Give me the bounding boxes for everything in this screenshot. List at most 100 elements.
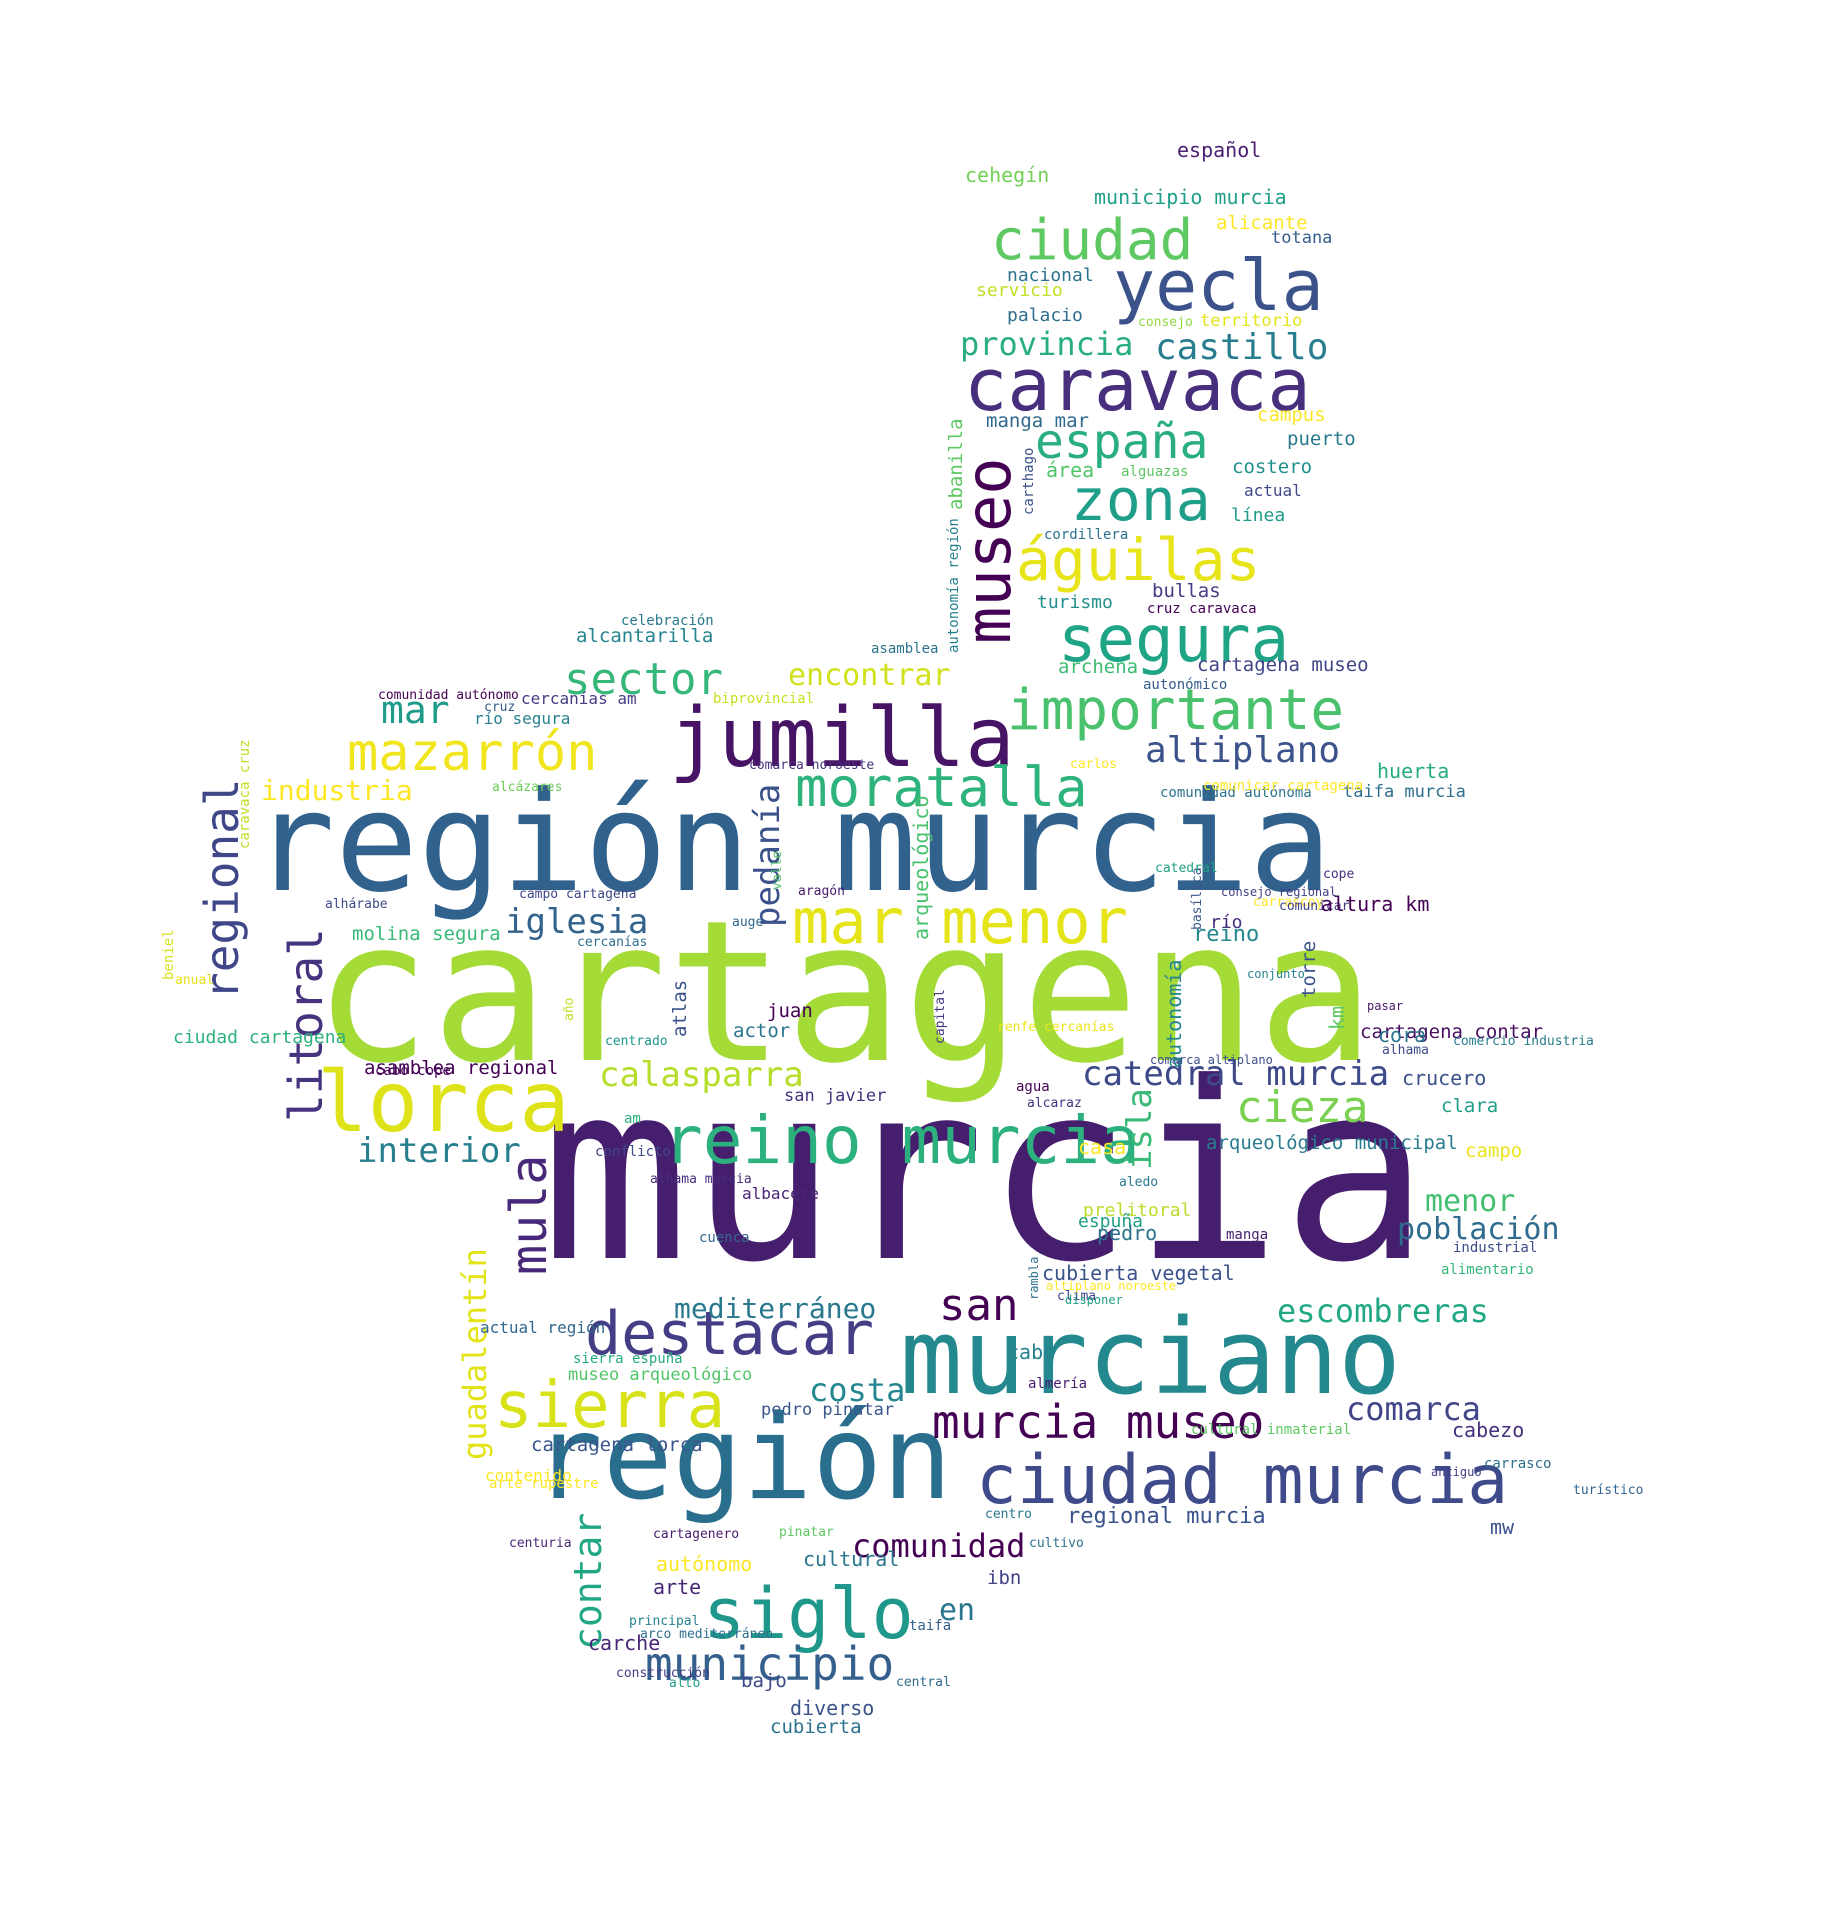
- word-interior: interior: [357, 1131, 521, 1171]
- word-museo: museo: [952, 457, 1025, 644]
- word-mula: mula: [500, 1155, 558, 1275]
- word-caravaca: caravaca: [964, 343, 1311, 427]
- word-diverso: diverso: [790, 1696, 874, 1720]
- word-agua: agua: [1016, 1079, 1050, 1095]
- word-ciudad: ciudad: [991, 208, 1193, 273]
- word-ibn: ibn: [987, 1567, 1021, 1589]
- word-arqueologico-municipal: arqueológico municipal: [1206, 1132, 1458, 1154]
- word-turismo: turismo: [1037, 592, 1113, 613]
- word-prelitoral: prelitoral: [1083, 1200, 1191, 1221]
- word-celebracion: celebración: [621, 613, 714, 629]
- word-autonomia-region: autonomía región: [946, 518, 962, 653]
- word-pedro: pedro: [1097, 1221, 1157, 1245]
- word-cartagena: cartagena: [313, 879, 1375, 1107]
- word-almeria: almería: [1028, 1376, 1087, 1392]
- word-comunidad: comunidad: [852, 1527, 1025, 1565]
- word-palacio: palacio: [1007, 305, 1083, 326]
- word-carthago: carthago: [1021, 448, 1037, 515]
- word-abanilla: abanilla: [945, 418, 967, 510]
- word-ciudad-cartagena: ciudad cartagena: [173, 1027, 346, 1048]
- word-atlas: atlas: [669, 980, 691, 1037]
- word-asamblea-regional: asamblea regional: [364, 1057, 558, 1079]
- word-importante: importante: [1007, 678, 1344, 743]
- word-consejo-regional: consejo regional: [1221, 885, 1337, 899]
- word-mar-menor: mar menor: [792, 885, 1128, 958]
- word-auge: auge: [732, 915, 763, 930]
- word-alcaraz: alcaraz: [1027, 1096, 1082, 1111]
- word-espanol: español: [1177, 138, 1261, 162]
- word-ano: año: [562, 998, 577, 1021]
- word-mediterraneo: mediterráneo: [674, 1292, 876, 1325]
- word-torre: torre: [1298, 941, 1320, 998]
- word-calasparra: calasparra: [599, 1055, 804, 1095]
- word-mw: mw: [1490, 1515, 1515, 1539]
- word-cruz: cruz: [484, 700, 515, 715]
- word-murcia-museo: murcia museo: [932, 1395, 1264, 1449]
- word-linea: línea: [1231, 505, 1285, 526]
- word-sierra-espuna: sierra espuña: [573, 1351, 683, 1367]
- word-autonomo: autónomo: [656, 1552, 752, 1576]
- word-aragon: aragón: [798, 884, 845, 899]
- word-ciudad-murcia: ciudad murcia: [976, 1441, 1508, 1520]
- word-rambla: rambla: [1027, 1257, 1041, 1300]
- word-actor: actor: [733, 1020, 790, 1042]
- word-region-murcia: región murcia: [252, 762, 1332, 923]
- word-catedral: catedral: [1155, 861, 1218, 876]
- word-comarca: comarca: [1346, 1390, 1481, 1428]
- word-en: en: [939, 1593, 975, 1628]
- word-provincia: provincia: [960, 325, 1133, 363]
- word-comunidad-autonomo: comunidad autónomo: [378, 688, 519, 703]
- word-molina-segura: molina segura: [352, 923, 501, 945]
- word-crucero: crucero: [1402, 1066, 1486, 1090]
- word-alto: alto: [669, 1676, 700, 1691]
- word-centrado: centrado: [605, 1034, 668, 1049]
- word-basilica: basílica: [1190, 867, 1205, 930]
- word-sierra: sierra: [494, 1369, 725, 1443]
- word-costa: costa: [809, 1371, 905, 1409]
- word-cabo: cabo: [1007, 1340, 1055, 1364]
- word-regional-murcia: regional murcia: [1067, 1504, 1266, 1529]
- word-principal: principal: [629, 1614, 699, 1629]
- word-valle: valle: [770, 851, 785, 890]
- word-conjunto: conjunto: [1247, 967, 1305, 981]
- word-alicante: alicante: [1216, 212, 1308, 234]
- word-central: central: [896, 1675, 951, 1690]
- word-murciano: murciano: [900, 1296, 1401, 1418]
- word-reino-murcia: reino murcia: [663, 1102, 1140, 1179]
- word-altiplano-noroeste: altiplano noroeste: [1046, 1279, 1176, 1293]
- word-region: región: [533, 1391, 952, 1526]
- word-capital: capital: [933, 989, 948, 1044]
- word-antiguo: antiguo: [1431, 1465, 1482, 1479]
- word-rio: río: [1210, 912, 1243, 933]
- word-aguilas: águilas: [1016, 526, 1260, 594]
- word-espuna: espuña: [1078, 1211, 1143, 1232]
- word-alcantarilla: alcantarilla: [576, 625, 713, 647]
- word-contenido: contenido: [485, 1466, 572, 1485]
- word-alharabe: alhárabe: [325, 897, 388, 912]
- word-renfe-cercanias: renfe cercanías: [997, 1020, 1114, 1035]
- word-cora: cora: [1378, 1023, 1426, 1047]
- word-albacete: albacete: [742, 1184, 819, 1203]
- word-cartagenero: cartagenero: [653, 1527, 739, 1542]
- word-cartagena-museo: cartagena museo: [1197, 654, 1369, 676]
- word-menor: menor: [1425, 1184, 1515, 1219]
- word-zona: zona: [1071, 466, 1211, 534]
- word-arqueologico: arqueológico: [909, 796, 933, 941]
- word-contar: contar: [566, 1513, 610, 1650]
- word-servicio: servicio: [976, 280, 1063, 301]
- word-totana: totana: [1271, 228, 1332, 248]
- word-beniel: beniel: [161, 929, 177, 980]
- word-cercanias-am: cercanías am: [521, 689, 637, 708]
- word-cultural-inmaterial: cultural inmaterial: [1191, 1422, 1351, 1438]
- word-caravaca-cruz: caravaca cruz: [237, 739, 253, 849]
- word-jumilla: jumilla: [669, 691, 1015, 786]
- word-autonomico: autonómico: [1143, 677, 1227, 693]
- word-arte: arte: [653, 1575, 701, 1599]
- word-am: am: [624, 1111, 641, 1127]
- word-cabezo: cabezo: [1452, 1418, 1524, 1442]
- word-autonomia: autonomía: [1162, 960, 1186, 1068]
- word-sector: sector: [564, 654, 723, 705]
- word-pasar: pasar: [1367, 999, 1403, 1013]
- word-comarca-altiplano: comarca altiplano: [1150, 1053, 1273, 1067]
- word-cabo-cope: cabo cope: [375, 1063, 451, 1079]
